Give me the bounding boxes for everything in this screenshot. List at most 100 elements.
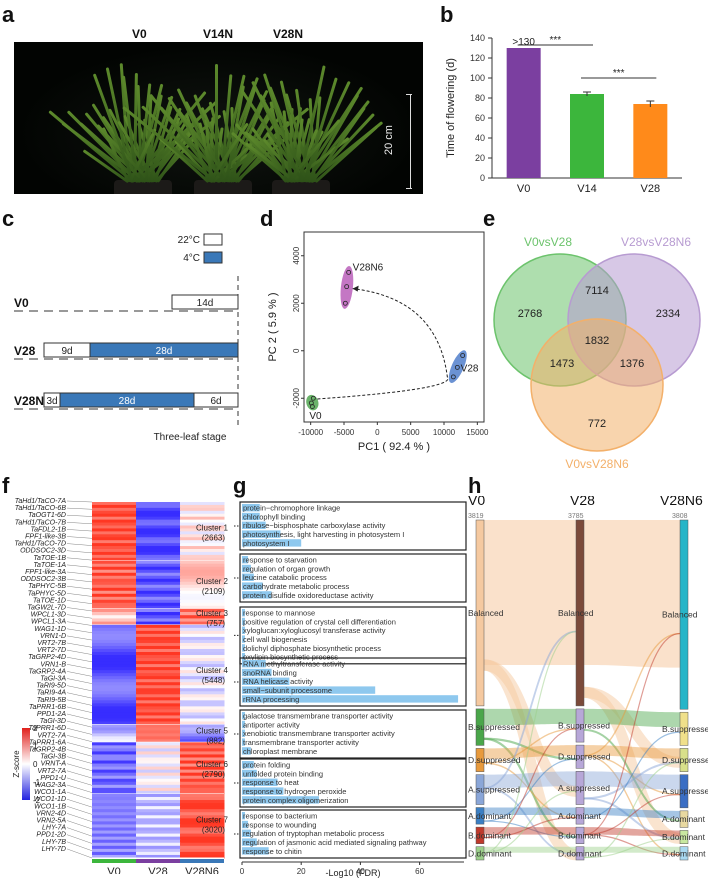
heatmap-cell [92,821,137,825]
panel-label-c: c [2,206,15,231]
heatmap-cell [180,715,225,719]
heatmap-cell [92,742,137,746]
sankey-flow-minor [483,630,577,789]
sankey-flow-minor [483,728,577,764]
heatmap-cell [136,778,181,783]
gene-label: TaTOE-1B [33,555,66,562]
go-term-label: protein−chromophore linkage [243,504,340,513]
heatmap-cell [180,739,225,743]
go-bar [242,582,263,590]
go-term-label: unfolded protein binding [243,769,323,778]
x-tick-label: 20 [297,867,306,876]
segment-label: 28d [119,396,136,407]
cluster-box [239,758,467,808]
cluster-box [239,657,467,707]
gene-connector [66,586,93,590]
heatmap-cell [136,812,181,816]
heatmap-cell [136,602,181,607]
heatmap-cell [136,584,181,589]
y-tick-label: 140 [470,33,485,43]
sankey-node [475,748,485,772]
venn-diagram: V0vsV28 V28vsV28N6 V0vsV28N6 2768 2334 772 711… [493,235,701,471]
heatmap-cell [180,751,225,755]
panel-label-a: a [2,2,15,27]
gene-label: VRN1-B [40,661,66,668]
sankey-flow-minor [483,816,577,839]
segment-label: 3d [46,396,57,407]
plot-frame [303,231,485,423]
x-tick-label: 15000 [466,428,489,437]
heatmap-cell [92,827,137,832]
cluster-label: Cluster 3 [196,609,229,618]
sankey-category-label: A.dominant [468,811,512,821]
column-color-bar [180,859,224,863]
heatmap-cell [92,557,137,562]
sankey-flow [484,846,576,853]
go-bar [242,653,245,661]
sankey-category-label: A.suppressed [468,785,520,795]
y-tick-label: 100 [470,73,485,83]
data-point [342,300,348,306]
cluster-count: (757) [206,619,225,628]
photo-label-v28n: V28N [273,27,304,41]
gene-connector [66,657,93,663]
significance-mark: *** [549,35,561,46]
sankey-flow-minor [483,728,577,839]
heatmap-cell [92,593,137,598]
cluster-label: Cluster 5 [196,726,229,735]
gene-connector [66,756,93,764]
heatmap-cell [92,790,137,795]
heatmap-cell [180,679,225,683]
sankey-node [575,771,585,805]
cluster-count: (2790) [202,770,225,779]
heatmap-cell [136,605,181,610]
gene-connector [66,550,93,554]
go-term-label: response to hydrogen peroxide [243,787,346,796]
heatmap-cell [92,760,137,765]
venn-count-c_only: 772 [588,418,606,430]
heatmap-cell [136,715,181,719]
heatmap-cell [180,575,225,580]
go-bar [242,530,281,538]
sankey-node [475,774,485,805]
gene-connector [66,500,93,503]
gene-label: VRN1-D [40,633,66,640]
go-bar [242,512,260,521]
heatmap-cell [180,854,225,859]
bar-v0 [506,48,541,178]
cluster-label: Cluster 2 [196,577,229,586]
sankey-flow-minor [583,731,681,819]
heatmap-cell [92,581,137,586]
gene-connector [66,642,93,648]
go-bar [242,812,245,820]
go-bar [242,686,376,694]
heatmap-cell [92,712,137,716]
heatmap-cell [136,851,181,856]
heatmap-cell [180,618,225,623]
go-bar [242,617,245,626]
y-axis-label: Time of flowering (d) [445,58,457,158]
gene-connector [66,827,93,837]
heatmap-cell [180,522,225,526]
y-tick-label: 120 [470,53,485,63]
row-label-v0: V0 [14,296,29,310]
heatmap-cell [180,800,225,804]
data-point [309,404,315,409]
cluster-label: Cluster 4 [196,666,229,675]
gene-label: TaGI-3A [40,676,66,683]
heatmap-cell [180,724,225,728]
heatmap-cell [136,736,181,740]
gene-label: VRT2-7D [37,647,66,654]
heatmap-cell [180,615,225,619]
gene-connector [66,770,93,779]
heatmap-cell [136,848,181,853]
scale-bar [410,94,411,189]
heatmap-cell [136,757,181,762]
heatmap-cell [180,648,225,653]
sankey-category-label: Balanced [558,608,594,618]
heatmap-cell [136,569,181,574]
sankey-node [575,846,585,861]
go-term-label: leucine catabolic process [243,573,327,582]
heatmap-cell [180,587,225,592]
heatmap-cell [180,809,225,813]
